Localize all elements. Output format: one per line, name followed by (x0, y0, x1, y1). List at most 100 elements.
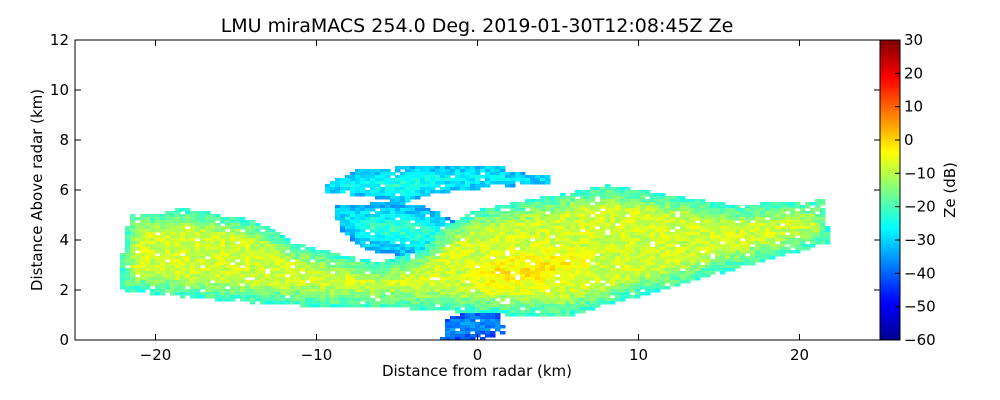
field-cell (425, 169, 431, 173)
field-cell (405, 274, 411, 278)
field-cell (800, 235, 806, 239)
field-cell (530, 229, 536, 233)
field-cell (450, 274, 456, 278)
field-cell (630, 250, 636, 254)
field-cell (520, 202, 526, 206)
field-cell (580, 196, 586, 200)
field-cell (390, 301, 396, 305)
field-cell (345, 268, 351, 272)
field-cell (150, 292, 156, 296)
field-cell (380, 229, 386, 233)
field-cell (180, 295, 186, 299)
field-cell (570, 223, 576, 227)
field-cell (720, 202, 726, 206)
field-cell (615, 292, 621, 296)
field-cell (470, 283, 476, 287)
field-cell (575, 190, 581, 194)
field-cell (460, 250, 466, 254)
field-cell (530, 253, 536, 257)
field-cell (535, 259, 541, 263)
field-cell (400, 187, 406, 191)
field-cell (620, 211, 626, 215)
field-cell (695, 202, 701, 206)
field-cell (170, 241, 176, 245)
field-cell (240, 271, 246, 275)
field-cell (405, 268, 411, 272)
field-cell (615, 256, 621, 260)
field-cell (525, 283, 531, 287)
field-cell (685, 262, 691, 266)
field-cell (675, 280, 681, 284)
field-cell (165, 265, 171, 269)
field-cell (515, 289, 521, 293)
field-cell (340, 277, 346, 281)
field-cell (565, 220, 571, 224)
field-cell (490, 220, 496, 224)
field-cell (460, 232, 466, 236)
field-cell (475, 253, 481, 257)
field-cell (130, 268, 136, 272)
field-cell (175, 277, 181, 281)
field-cell (725, 205, 731, 209)
field-cell (605, 298, 611, 302)
field-cell (170, 250, 176, 254)
field-cell (415, 280, 421, 284)
field-cell (520, 235, 526, 239)
field-cell (210, 271, 216, 275)
field-cell (685, 220, 691, 224)
field-cell (210, 253, 216, 257)
field-cell (495, 250, 501, 254)
field-cell (190, 271, 196, 275)
field-cell (585, 226, 591, 230)
field-cell (565, 211, 571, 215)
field-cell (540, 232, 546, 236)
field-cell (620, 277, 626, 281)
field-cell (670, 205, 676, 209)
field-cell (435, 229, 441, 233)
field-cell (560, 256, 566, 260)
field-cell (555, 286, 561, 290)
field-cell (700, 223, 706, 227)
field-cell (590, 211, 596, 215)
field-cell (130, 289, 136, 293)
field-cell (785, 202, 791, 206)
field-cell (575, 202, 581, 206)
field-cell (750, 253, 756, 257)
field-cell (270, 241, 276, 245)
field-cell (535, 244, 541, 248)
field-cell (470, 238, 476, 242)
field-cell (735, 205, 741, 209)
field-cell (380, 301, 386, 305)
field-cell (585, 241, 591, 245)
field-cell (375, 247, 381, 251)
field-cell (460, 235, 466, 239)
field-cell (510, 286, 516, 290)
field-cell (640, 277, 646, 281)
field-cell (390, 202, 396, 206)
field-cell (685, 265, 691, 269)
field-cell (790, 250, 796, 254)
field-cell (450, 247, 456, 251)
field-cell (770, 223, 776, 227)
field-cell (555, 301, 561, 305)
field-cell (775, 220, 781, 224)
field-cell (490, 274, 496, 278)
field-cell (610, 280, 616, 284)
field-cell (420, 220, 426, 224)
field-cell (490, 292, 496, 296)
field-cell (260, 283, 266, 287)
field-cell (340, 259, 346, 263)
field-cell (470, 232, 476, 236)
field-cell (485, 253, 491, 257)
field-cell (505, 268, 511, 272)
field-cell (640, 280, 646, 284)
field-cell (335, 304, 341, 308)
field-cell (540, 220, 546, 224)
field-cell (435, 307, 441, 311)
field-cell (200, 253, 206, 257)
field-cell (770, 253, 776, 257)
field-cell (505, 220, 511, 224)
field-cell (465, 217, 471, 221)
field-cell (630, 274, 636, 278)
field-cell (745, 256, 751, 260)
